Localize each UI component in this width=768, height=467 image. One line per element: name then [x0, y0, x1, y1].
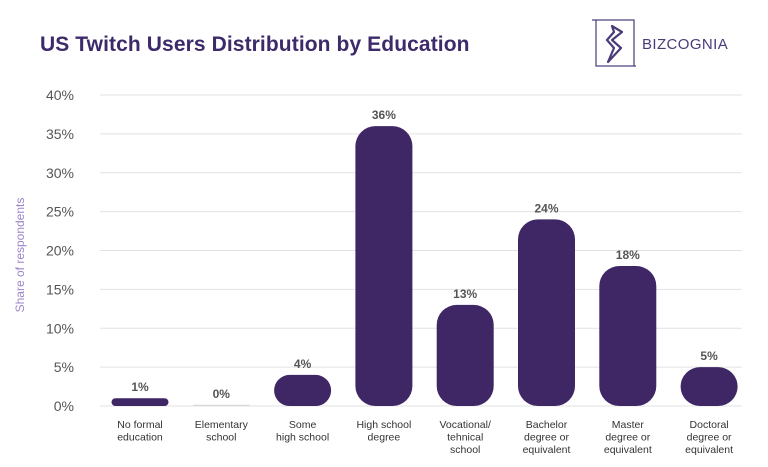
- bar: [436, 304, 494, 406]
- category-label: Bachelor: [526, 419, 568, 431]
- bar: [599, 266, 657, 406]
- category-label: Master: [612, 419, 645, 431]
- data-label: 1%: [131, 380, 149, 394]
- y-tick-label: 5%: [54, 359, 74, 375]
- y-tick-label: 25%: [46, 204, 74, 220]
- bar: [355, 126, 413, 406]
- category-label: school: [450, 444, 480, 456]
- category-labels: No formaleducationElementaryschoolSomehi…: [117, 419, 733, 456]
- data-label: 36%: [372, 108, 396, 122]
- logo-text: BIZCOGNIA: [642, 35, 729, 53]
- data-labels: 1% 0% 4% 36% 13% 24% 18% 5%: [131, 108, 718, 401]
- chart-title: US Twitch Users Distribution by Educatio…: [40, 33, 470, 56]
- y-tick-label: 40%: [46, 87, 74, 103]
- category-label: Vocational/: [440, 419, 491, 431]
- data-label: 18%: [616, 248, 640, 262]
- bar: [680, 367, 738, 406]
- category-label: education: [117, 432, 163, 444]
- y-tick-label: 20%: [46, 243, 74, 259]
- bar: [192, 404, 250, 406]
- category-label: Some: [289, 419, 317, 431]
- category-label: Doctoral: [690, 419, 729, 431]
- category-label: equivalent: [523, 444, 571, 456]
- category-label: school: [206, 432, 236, 444]
- y-tick-label: 35%: [46, 126, 74, 142]
- category-label: degree: [368, 432, 401, 444]
- y-tick-label: 0%: [54, 398, 74, 414]
- category-label: Elementary: [195, 419, 249, 431]
- category-label: high school: [276, 432, 329, 444]
- category-label: tehnical: [447, 432, 483, 444]
- category-label: equivalent: [604, 444, 652, 456]
- category-label: degree or: [605, 432, 650, 444]
- bizcognia-logo: BIZCOGNIA: [590, 18, 728, 70]
- bar: [111, 398, 169, 406]
- y-tick-label: 30%: [46, 165, 74, 181]
- data-label: 0%: [213, 387, 231, 401]
- data-label: 5%: [700, 349, 718, 363]
- data-label: 13%: [453, 287, 477, 301]
- category-label: High school: [356, 419, 411, 431]
- bizcognia-logo-icon: [592, 19, 636, 67]
- y-axis-label: Share of respondents: [13, 198, 27, 313]
- data-label: 24%: [534, 201, 558, 215]
- bar: [274, 374, 332, 406]
- category-label: degree or: [687, 432, 732, 444]
- y-tick-label: 10%: [46, 320, 74, 336]
- grid-lines: [100, 94, 742, 407]
- data-label: 4%: [294, 357, 312, 371]
- bar: [518, 219, 575, 406]
- category-label: degree or: [524, 432, 569, 444]
- bars: [111, 126, 738, 406]
- y-tick-label: 15%: [46, 281, 74, 297]
- y-axis-ticks: 0% 5% 10% 15% 20% 25% 30% 35% 40%: [46, 87, 74, 414]
- category-label: No formal: [117, 419, 163, 431]
- category-label: equivalent: [685, 444, 733, 456]
